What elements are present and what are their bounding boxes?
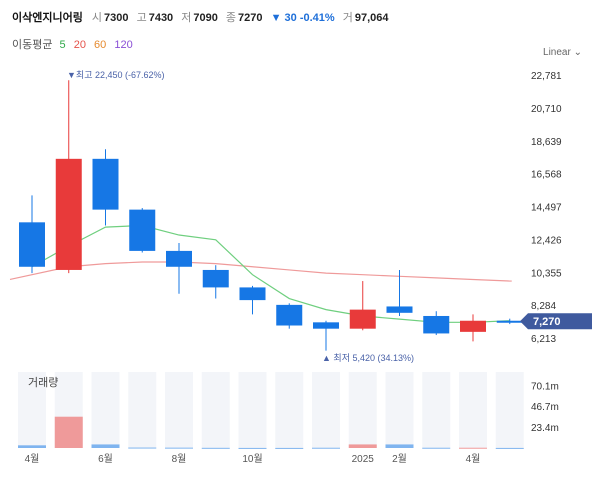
volume-tick-label: 70.1m (531, 381, 559, 392)
candle-body (496, 320, 523, 323)
volume-column-bg (128, 372, 157, 448)
x-tick-label: 2025 (352, 454, 375, 465)
ma-20-label[interactable]: 20 (73, 39, 86, 51)
last-price-label: 7,270 (533, 316, 561, 328)
candle-body (386, 306, 413, 313)
y-tick-label: 8,284 (531, 301, 556, 312)
volume-tick-label: 23.4m (531, 423, 559, 434)
volume-column-bg (275, 372, 304, 448)
volume-bar (238, 447, 267, 449)
candle-body (313, 322, 339, 329)
scale-mode-dropdown[interactable]: Linear ⌄ (543, 47, 582, 58)
ma-short-line (31, 224, 510, 323)
change-value: ▼ 30 -0.41% (270, 12, 335, 24)
volume-bar (459, 447, 487, 449)
y-tick-label: 12,426 (531, 235, 562, 246)
high-value: 7430 (148, 12, 174, 24)
volume-column-bg (422, 372, 451, 448)
candle-body (349, 309, 376, 329)
candle-body (423, 315, 450, 334)
y-tick-label: 16,568 (531, 170, 562, 181)
stock-header: 이삭엔지니어링 시 7300 고 7430 저 7090 종 7270 ▼ 30 -0.… (12, 9, 394, 25)
x-tick-label: 2월 (392, 453, 407, 465)
x-tick-label: 4월 (25, 453, 40, 465)
volume-column-bg (385, 372, 414, 448)
close-label: 종 (225, 12, 237, 24)
volume-column-bg (348, 372, 377, 448)
y-tick-label: 10,355 (531, 268, 562, 279)
volume-column-bg (165, 372, 193, 448)
last-price-tag (520, 313, 592, 330)
volume-bar (128, 447, 157, 449)
low-label: 저 (181, 12, 192, 24)
volume-bar (165, 447, 193, 449)
volume-bar (54, 416, 83, 448)
volume-bar (275, 447, 304, 449)
volume-column-bg (312, 372, 340, 448)
volume-column-bg (238, 372, 267, 448)
min-price-note: ▲ 최저 5,420 (34.13%) (322, 353, 414, 363)
chevron-down-icon: ⌄ (573, 47, 582, 58)
ma-long-line (9, 261, 512, 282)
volume-label: 거 (342, 12, 353, 24)
x-tick-label: 8월 (172, 453, 187, 465)
x-tick-label: 4월 (466, 453, 481, 465)
volume-value: 97,064 (354, 12, 389, 24)
volume-tick-label: 46.7m (531, 402, 559, 413)
y-tick-label: 18,639 (531, 137, 562, 148)
y-tick-label: 22,781 (531, 71, 562, 82)
volume-column-bg (201, 372, 230, 448)
candle-body (129, 209, 156, 251)
low-value: 7090 (193, 12, 218, 24)
volume-bar (18, 445, 46, 448)
candle-body (239, 287, 266, 301)
volume-column-bg (91, 372, 120, 448)
open-value: 7300 (104, 12, 129, 24)
volume-bar (495, 447, 524, 449)
moving-average-title: 이동평균 (12, 39, 53, 51)
max-price-note: ▼최고 22,450 (-67.62%) (67, 70, 165, 80)
volume-bar (312, 447, 340, 449)
ma-60-label[interactable]: 60 (94, 39, 107, 51)
volume-bar (201, 447, 230, 449)
y-tick-label: 20,710 (531, 104, 562, 115)
candle-body (276, 304, 303, 326)
y-tick-label: 14,497 (531, 203, 562, 214)
candle-body (202, 269, 229, 288)
x-tick-label: 10월 (242, 453, 262, 465)
volume-bar (91, 444, 120, 448)
volume-column-bg (495, 372, 524, 448)
candle-body (55, 158, 82, 270)
moving-average-legend[interactable]: 이동평균 5 20 60 120 (12, 36, 138, 52)
y-tick-label: 6,213 (531, 334, 556, 345)
volume-bar (422, 447, 451, 449)
volume-bar (385, 444, 414, 448)
ma-120-label[interactable]: 120 (114, 39, 133, 51)
open-label: 시 (91, 12, 103, 24)
high-label: 고 (136, 12, 147, 24)
candle-body (19, 222, 45, 267)
scale-mode-label: Linear (543, 47, 571, 58)
candle-body (460, 320, 486, 332)
close-value: 7270 (238, 12, 263, 24)
volume-panel-label: 거래량 (28, 376, 58, 389)
volume-column-bg (459, 372, 487, 448)
volume-bar (348, 444, 377, 448)
stock-name: 이삭엔지니어링 (12, 12, 83, 24)
x-tick-label: 6월 (98, 453, 113, 465)
ma-5-label[interactable]: 5 (59, 39, 66, 51)
candle-body (166, 250, 192, 267)
volume-column-bg (18, 372, 46, 448)
candle-body (92, 158, 119, 210)
